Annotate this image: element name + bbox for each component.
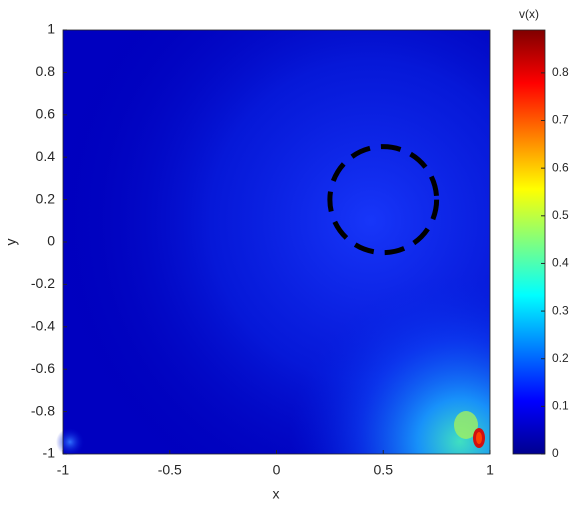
y-tick-label: -0.8 <box>31 402 55 418</box>
y-axis-label: y <box>3 239 19 246</box>
colorbar-tick-label: 0.2 <box>552 351 569 365</box>
y-tick-label: 1 <box>47 21 55 37</box>
x-axis-label: x <box>273 486 280 502</box>
colorbar-tick-label: 0.8 <box>552 65 569 79</box>
y-tick-label: 0.4 <box>36 148 56 164</box>
y-tick-label: 0.8 <box>36 63 56 79</box>
y-tick-label: -0.4 <box>31 318 55 334</box>
colorbar-tick-label: 0 <box>552 446 559 460</box>
colorbar-tick-label: 0.5 <box>552 208 569 222</box>
circle-annotation <box>327 144 440 256</box>
y-tick-label: 0.6 <box>36 106 56 122</box>
y-tick-label: 0 <box>47 233 55 249</box>
x-tick-label: -1 <box>57 462 70 478</box>
heatmap-field <box>56 30 490 456</box>
colorbar-tick-label: 0.1 <box>552 399 569 413</box>
colorbar-label: v(x) <box>519 7 539 21</box>
y-tick-label: -0.6 <box>31 360 55 376</box>
y-tick-label: 0.2 <box>36 190 56 206</box>
colorbar-tick-label: 0.3 <box>552 303 569 317</box>
colorbar-tick-label: 0.6 <box>552 160 569 174</box>
y-tick-label: -0.2 <box>31 275 55 291</box>
x-tick-label: 1 <box>486 462 494 478</box>
colorbar-tick-label: 0.7 <box>552 113 569 127</box>
y-tick-label: -1 <box>43 445 56 461</box>
colorbar-tick-label: 0.4 <box>552 256 569 270</box>
x-tick-label: 0.5 <box>374 462 394 478</box>
colorbar <box>512 29 546 455</box>
x-tick-label: 0 <box>273 462 281 478</box>
x-tick-label: -0.5 <box>158 462 182 478</box>
